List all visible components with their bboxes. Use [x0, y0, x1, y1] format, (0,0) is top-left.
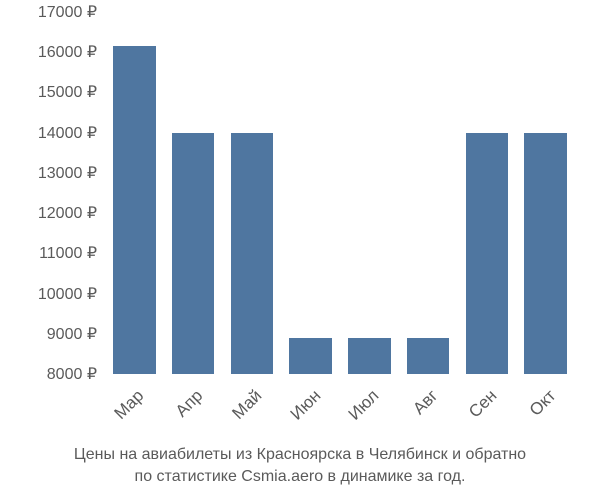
bar — [172, 133, 214, 374]
plot-area: 8000 ₽9000 ₽10000 ₽11000 ₽12000 ₽13000 ₽… — [105, 12, 575, 374]
x-tick-label: Май — [228, 386, 266, 424]
y-tick-label: 8000 ₽ — [47, 364, 97, 384]
y-tick-label: 9000 ₽ — [47, 324, 97, 344]
x-tick-label: Окт — [525, 386, 559, 420]
y-tick-label: 13000 ₽ — [38, 163, 97, 183]
y-tick-label: 15000 ₽ — [38, 82, 97, 102]
bar — [289, 338, 331, 374]
bar — [466, 133, 508, 374]
x-tick-label: Сен — [465, 386, 501, 422]
y-tick-label: 12000 ₽ — [38, 203, 97, 223]
bar — [348, 338, 390, 374]
caption-line-1: Цены на авиабилеты из Красноярска в Челя… — [74, 446, 526, 463]
bar — [113, 46, 155, 374]
x-tick-label: Мар — [111, 386, 149, 424]
x-tick-label: Июн — [286, 386, 324, 424]
y-tick-label: 10000 ₽ — [38, 284, 97, 304]
bar — [407, 338, 449, 374]
y-tick-label: 16000 ₽ — [38, 42, 97, 62]
bar — [231, 133, 273, 374]
x-tick-label: Июл — [345, 386, 384, 425]
chart-caption: Цены на авиабилеты из Красноярска в Челя… — [0, 444, 600, 487]
y-tick-label: 14000 ₽ — [38, 123, 97, 143]
price-chart: 8000 ₽ 9000 ₽ 10000 ₽ 11000 ₽ 12000 ₽ 13000 ₽… — [0, 0, 600, 500]
bar — [524, 133, 566, 374]
x-tick-label: Апр — [172, 386, 207, 421]
x-tick-label: Авг — [409, 386, 442, 419]
caption-line-2: по статистике Csmia.aero в динамике за г… — [135, 468, 466, 485]
y-tick-label: 17000 ₽ — [38, 2, 97, 22]
y-tick-label: 11000 ₽ — [39, 243, 97, 263]
